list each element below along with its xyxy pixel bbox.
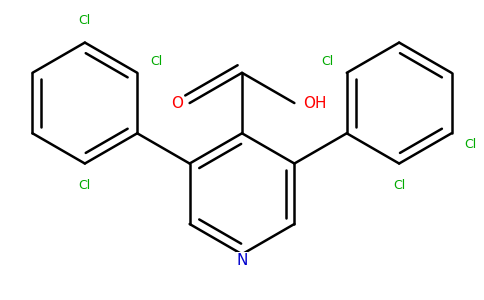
Text: Cl: Cl (151, 55, 163, 68)
Text: Cl: Cl (321, 55, 333, 68)
Text: N: N (236, 253, 248, 268)
Text: O: O (171, 95, 183, 110)
Text: OH: OH (303, 95, 327, 110)
Text: Cl: Cl (465, 138, 477, 151)
Text: Cl: Cl (393, 179, 405, 192)
Text: Cl: Cl (79, 179, 91, 192)
Text: Cl: Cl (79, 14, 91, 27)
